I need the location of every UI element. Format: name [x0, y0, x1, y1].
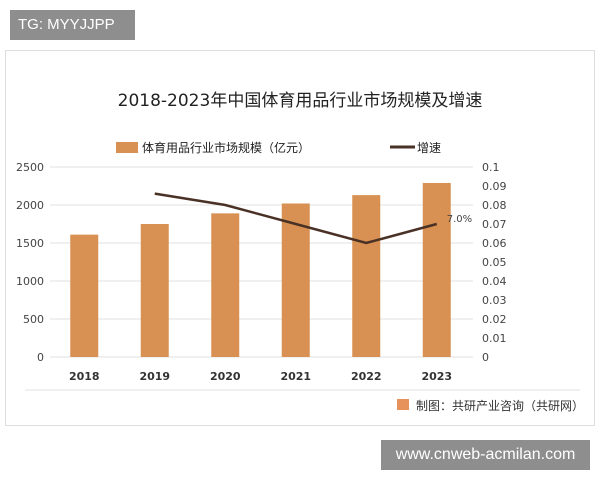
- right-tick-label: 0.09: [482, 180, 507, 193]
- left-tick-label: 2500: [16, 161, 44, 174]
- right-tick-label: 0.01: [482, 332, 507, 345]
- x-tick-label: 2018: [69, 370, 100, 383]
- tg-label: TG: MYYJJPP: [10, 10, 135, 40]
- bar-2022: [352, 195, 381, 357]
- left-tick-label: 500: [23, 313, 44, 326]
- right-tick-label: 0.04: [482, 275, 507, 288]
- right-tick-label: 0.03: [482, 294, 507, 307]
- source-logo-icon: [397, 399, 409, 410]
- right-tick-label: 0.02: [482, 313, 507, 326]
- right-tick-label: 0.08: [482, 199, 507, 212]
- left-tick-label: 1500: [16, 237, 44, 250]
- left-tick-label: 2000: [16, 199, 44, 212]
- bar-2020: [211, 213, 240, 357]
- x-tick-label: 2020: [210, 370, 241, 383]
- legend-line-label: 增速: [417, 141, 441, 155]
- data-label: 7.0%: [447, 214, 472, 225]
- x-tick-label: 2023: [421, 370, 452, 383]
- right-tick-label: 0: [482, 351, 489, 364]
- bar-2021: [281, 203, 310, 357]
- chart-title: 2018-2023年中国体育用品行业市场规模及增速: [118, 91, 483, 111]
- site-label: www.cnweb-acmilan.com: [381, 440, 590, 470]
- right-tick-label: 0.06: [482, 237, 507, 250]
- legend-bar-swatch: [116, 142, 138, 153]
- left-tick-label: 0: [37, 351, 44, 364]
- left-tick-label: 1000: [16, 275, 44, 288]
- right-tick-label: 0.05: [482, 256, 507, 269]
- right-tick-label: 0.1: [482, 161, 500, 174]
- x-tick-label: 2021: [280, 370, 311, 383]
- bar-2018: [70, 234, 99, 357]
- legend-bar-label: 体育用品行业市场规模（亿元）: [142, 140, 310, 155]
- x-tick-label: 2019: [139, 370, 170, 383]
- right-tick-label: 0.07: [482, 218, 507, 231]
- x-tick-label: 2022: [351, 370, 382, 383]
- bar-2019: [140, 224, 169, 357]
- source-text: 制图：共研产业咨询（共研网）: [416, 398, 584, 413]
- bar-2023: [422, 182, 451, 357]
